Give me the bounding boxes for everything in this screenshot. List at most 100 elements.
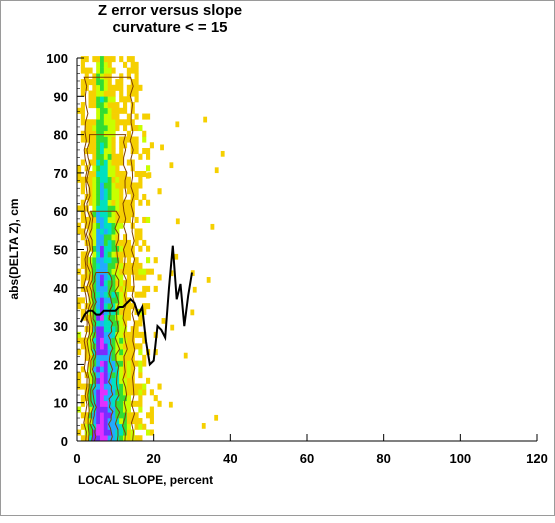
density-cell	[107, 182, 112, 189]
density-cell	[100, 326, 105, 333]
density-cell	[100, 395, 105, 402]
density-cell	[142, 239, 147, 246]
density-cell	[92, 257, 97, 264]
density-cell	[111, 148, 116, 155]
mean-line-group	[79, 245, 193, 367]
density-cell	[107, 130, 112, 137]
density-cell	[77, 377, 82, 384]
density-cell	[142, 268, 147, 275]
density-cell	[100, 389, 105, 396]
density-cell	[149, 268, 154, 275]
density-cell	[103, 239, 108, 246]
density-cell	[107, 148, 112, 155]
density-cell	[92, 406, 97, 413]
density-cell	[115, 308, 120, 315]
density-cell	[123, 268, 128, 275]
density-cell	[119, 377, 124, 384]
density-cell-outlier	[210, 223, 215, 230]
density-cell	[111, 257, 116, 264]
density-cell	[88, 170, 93, 178]
density-cell	[126, 337, 131, 344]
density-cell	[130, 349, 135, 356]
density-cell	[126, 412, 131, 419]
density-cell	[115, 188, 120, 195]
density-cell	[100, 251, 105, 258]
density-cell	[111, 280, 116, 287]
density-cell	[96, 377, 101, 384]
density-cell	[146, 303, 151, 310]
density-cell	[130, 61, 135, 68]
density-cell	[84, 205, 89, 212]
density-cell	[146, 216, 151, 223]
density-cell	[107, 239, 112, 246]
density-cell	[88, 125, 93, 132]
density-cell	[126, 423, 131, 430]
density-cell	[88, 423, 93, 430]
density-cell	[103, 268, 108, 275]
density-cell	[115, 182, 120, 189]
density-cell	[134, 73, 139, 80]
density-cell	[92, 176, 97, 183]
density-cell	[123, 349, 128, 356]
density-cell	[88, 291, 93, 298]
density-cell	[100, 107, 105, 114]
density-cell	[103, 418, 108, 425]
density-cell	[100, 366, 105, 373]
density-cell-outlier	[206, 277, 211, 283]
density-cell	[107, 188, 112, 195]
density-cell	[119, 418, 124, 425]
density-cell	[119, 285, 124, 292]
density-cell	[107, 73, 112, 80]
density-cell	[123, 119, 128, 126]
density-cell	[88, 67, 93, 74]
density-cell	[88, 199, 93, 206]
density-cell-outlier	[214, 167, 219, 174]
density-cell	[126, 418, 131, 425]
density-cell	[92, 84, 97, 91]
density-cell	[100, 113, 105, 120]
density-cell	[103, 67, 108, 74]
density-cell	[119, 205, 124, 212]
density-cell	[96, 182, 101, 189]
density-cell	[146, 285, 151, 292]
density-cell	[123, 360, 128, 367]
density-cell	[80, 257, 85, 264]
density-contour	[91, 272, 114, 442]
density-cell	[96, 418, 101, 425]
density-cell	[130, 360, 135, 367]
density-cell	[126, 280, 131, 287]
density-cell	[96, 159, 101, 166]
density-cell	[92, 125, 97, 132]
density-cell	[138, 228, 143, 235]
density-cell	[96, 228, 101, 235]
density-cell	[88, 429, 93, 436]
density-cell	[92, 165, 97, 172]
density-cell	[126, 429, 131, 436]
density-cell	[119, 400, 124, 407]
density-cell	[103, 285, 108, 292]
density-cell	[111, 234, 116, 241]
density-cell	[107, 119, 112, 126]
density-cell	[103, 90, 108, 97]
chart-title: Z error versus slope curvature < = 15	[70, 2, 270, 36]
density-cell	[130, 90, 135, 97]
density-cell	[88, 142, 93, 149]
density-cell	[103, 188, 108, 195]
density-cell	[134, 79, 139, 86]
density-cell	[107, 142, 112, 149]
density-cell	[92, 193, 97, 201]
density-cell	[111, 119, 116, 126]
density-cell	[80, 308, 85, 315]
density-cell	[111, 366, 116, 373]
density-cell	[100, 188, 105, 195]
density-cell	[119, 343, 124, 350]
density-cell	[84, 79, 89, 86]
density-cell	[119, 159, 124, 166]
density-cell	[126, 360, 131, 367]
density-cell	[107, 90, 112, 97]
density-cell	[126, 349, 131, 356]
density-cell	[138, 170, 143, 178]
density-cell	[119, 199, 124, 206]
density-cell-outlier	[161, 318, 166, 324]
density-cell	[123, 423, 128, 430]
